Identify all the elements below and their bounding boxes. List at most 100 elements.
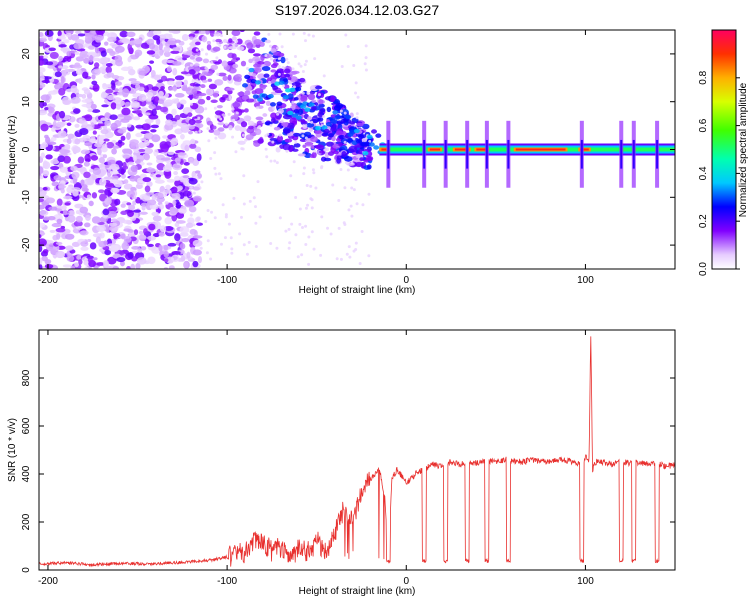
spectrogram-noise-blob [166, 178, 176, 183]
spectrogram-noise-blob [216, 0, 223, 2]
dropout-spike-core [423, 139, 426, 169]
spectrogram-noise-blob [133, 229, 139, 236]
spectrogram-noise-blob [115, 59, 123, 67]
spectrogram-noise-blob [337, 226, 341, 230]
spectrogram-noise-blob [153, 96, 160, 104]
spectrogram-noise-blob [192, 186, 200, 191]
spectrogram-noise-blob [291, 82, 301, 86]
spectrogram-noise-blob [95, 30, 106, 35]
spectrogram-noise-blob [258, 215, 262, 219]
spectrogram-noise-blob [310, 136, 318, 143]
spectrogram-noise-blob [79, 230, 89, 236]
spectrogram-noise-blob [245, 98, 255, 103]
spectrogram-noise-blob [348, 145, 358, 153]
spectrogram-signal-blob [276, 101, 283, 106]
spectrogram-noise-blob [87, 108, 94, 113]
spectrogram-noise-blob [127, 56, 132, 63]
spectrogram-noise-blob [247, 240, 251, 244]
spectrogram-noise-blob [192, 239, 203, 247]
spectrogram-noise-blob [330, 119, 339, 124]
spectrogram-noise-blob [81, 120, 88, 128]
spectrogram-noise-blob [210, 17, 216, 21]
spectrogram-noise-blob [207, 16, 214, 23]
spectrogram-noise-blob [343, 111, 347, 115]
spectrogram-noise-blob [314, 186, 318, 190]
spectrogram-noise-blob [204, 220, 208, 224]
spectrogram-noise-blob [119, 30, 129, 38]
spectrogram-ylabel: Frequency (Hz) [7, 116, 18, 185]
spectrogram-noise-blob [137, 112, 143, 117]
spectrogram-noise-blob [248, 58, 254, 64]
spectrogram-noise-blob [252, 56, 261, 62]
spectrogram-noise-blob [67, 214, 76, 223]
spectrogram-noise-blob [281, 65, 285, 69]
spectrogram-noise-blob [39, 234, 42, 239]
spectrogram-signal-blob [252, 94, 259, 99]
spectrogram-noise-blob [209, 15, 214, 19]
spectrogram-noise-blob [174, 175, 181, 181]
spectrogram-noise-blob [121, 88, 130, 97]
spectrogram-noise-blob [78, 259, 83, 265]
spectrogram-noise-blob [159, 49, 164, 56]
spectrogram-noise-blob [366, 164, 372, 170]
spectrogram-noise-blob [302, 172, 306, 176]
spectrogram-noise-blob [59, 110, 66, 119]
spectrogram-noise-blob [57, 35, 67, 40]
spectrogram-noise-blob [112, 266, 120, 269]
spectrogram-noise-blob [189, 143, 197, 149]
spectrogram-noise-blob [235, 39, 239, 43]
snr-series-line [39, 336, 675, 568]
spectrogram-noise-blob [193, 8, 197, 12]
spectrogram-noise-blob [174, 75, 185, 81]
spectrogram-noise-blob [277, 108, 284, 114]
spectrogram-noise-blob [347, 245, 351, 249]
spectrogram-noise-blob [103, 240, 108, 246]
spectrogram-signal-blob [254, 80, 261, 85]
spectrogram-signal-blob [287, 110, 294, 116]
spectrogram-noise-blob [228, 13, 234, 18]
spectrogram-noise-blob [171, 108, 177, 116]
spectrogram-noise-blob [140, 137, 147, 142]
spectrogram-noise-blob [111, 175, 119, 181]
spectrogram-noise-blob [84, 30, 91, 33]
spectrogram-noise-blob [75, 68, 82, 76]
spectrogram-noise-blob [110, 187, 120, 194]
spectrogram-noise-blob [188, 178, 198, 185]
spectrogram-noise-blob [172, 61, 182, 66]
spectrogram-noise-blob [200, 15, 209, 21]
spectrogram-noise-blob [192, 235, 203, 239]
spectrogram-noise-blob [199, 8, 205, 13]
spectrogram-noise-blob [39, 222, 46, 228]
spectrogram-noise-blob [269, 242, 273, 246]
spectrogram-noise-blob [198, 129, 202, 133]
spectrogram-noise-blob [130, 80, 141, 85]
spectrogram-noise-blob [194, 67, 201, 72]
spectrogram-noise-blob [318, 99, 324, 105]
spectrogram-noise-blob [219, 177, 223, 181]
spectrogram-noise-blob [144, 118, 154, 124]
spectrogram-noise-blob [273, 159, 277, 163]
spectrogram-signal-blob [330, 127, 337, 132]
spectrogram-noise-blob [219, 117, 223, 121]
spectrogram-noise-blob [107, 210, 118, 218]
spectrogram-signal-blob [317, 117, 324, 122]
spectrogram-noise-blob [198, 2, 206, 7]
spectrogram-noise-blob [277, 65, 281, 69]
spectrogram-noise-blob [288, 241, 292, 245]
spectrogram-xtick-label: -200 [38, 275, 58, 286]
spectrogram-noise-blob [120, 203, 126, 208]
spectrogram-noise-blob [83, 171, 91, 179]
dropout-spike-core [387, 139, 390, 169]
spectrogram-noise-blob [39, 100, 45, 109]
spectrogram-noise-blob [311, 168, 315, 172]
spectrogram-noise-blob [350, 161, 354, 165]
spectrogram-noise-blob [39, 232, 46, 236]
spectrogram-noise-blob [74, 203, 84, 209]
spectrogram-noise-blob [62, 39, 70, 44]
spectrogram-noise-blob [287, 76, 292, 81]
spectrogram-noise-blob [102, 83, 109, 90]
spectrogram-noise-blob [135, 124, 144, 129]
spectrogram-noise-blob [126, 202, 132, 206]
spectrogram-noise-blob [122, 219, 132, 224]
spectrogram-noise-blob [201, 71, 208, 76]
